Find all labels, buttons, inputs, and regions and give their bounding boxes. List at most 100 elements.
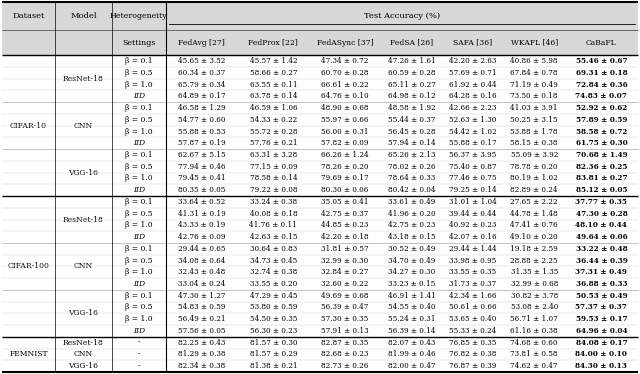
Text: 81.29 ± 0.38: 81.29 ± 0.38 [178,350,225,358]
Text: β = 1.0: β = 1.0 [125,174,153,183]
Text: 41.03 ± 3.91: 41.03 ± 3.91 [511,104,558,112]
Text: β = 0.1: β = 0.1 [125,151,153,159]
Text: 30.82 ± 3.78: 30.82 ± 3.78 [511,292,558,300]
Text: 57.91 ± 0.13: 57.91 ± 0.13 [321,327,369,335]
Text: 58.15 ± 0.38: 58.15 ± 0.38 [511,139,558,147]
Text: 54.33 ± 0.22: 54.33 ± 0.22 [250,116,297,124]
Text: 35.05 ± 0.41: 35.05 ± 0.41 [321,198,369,206]
Text: 57.82 ± 0.09: 57.82 ± 0.09 [321,139,369,147]
Text: 74.68 ± 0.60: 74.68 ± 0.60 [511,339,558,347]
Text: 52.92 ± 0.62: 52.92 ± 0.62 [576,104,627,112]
Text: VGG-16: VGG-16 [68,362,99,370]
Text: 56.37 ± 3.95: 56.37 ± 3.95 [449,151,497,159]
Text: 34.27 ± 0.30: 34.27 ± 0.30 [388,268,435,276]
Text: 66.61 ± 0.22: 66.61 ± 0.22 [321,81,369,89]
Text: SAFA [36]: SAFA [36] [453,39,492,46]
Text: 78.26 ± 0.20: 78.26 ± 0.20 [321,163,369,171]
Text: 32.84 ± 0.27: 32.84 ± 0.27 [321,268,369,276]
Text: 57.37 ± 0.37: 57.37 ± 0.37 [575,303,627,312]
Text: 66.26 ± 1.24: 66.26 ± 1.24 [321,151,369,159]
Text: 19.18 ± 2.59: 19.18 ± 2.59 [510,245,558,253]
Text: 80.19 ± 1.02: 80.19 ± 1.02 [510,174,558,183]
Text: β = 0.1: β = 0.1 [125,57,153,65]
Text: 57.56 ± 0.05: 57.56 ± 0.05 [178,327,225,335]
Text: IID: IID [133,186,145,194]
Text: IID: IID [133,280,145,288]
Text: 55.46 ± 0.67: 55.46 ± 0.67 [575,57,627,65]
Text: β = 1.0: β = 1.0 [125,128,153,135]
Text: 56.45 ± 0.28: 56.45 ± 0.28 [388,128,435,135]
Text: 48.90 ± 0.68: 48.90 ± 0.68 [321,104,369,112]
Text: 42.20 ± 2.63: 42.20 ± 2.63 [449,57,497,65]
Text: 85.12 ± 0.05: 85.12 ± 0.05 [575,186,627,194]
Text: CIFAR-100: CIFAR-100 [8,263,49,270]
Text: 76.87 ± 0.39: 76.87 ± 0.39 [449,362,497,370]
Text: 53.80 ± 0.59: 53.80 ± 0.59 [250,303,297,312]
Text: 79.45 ± 0.41: 79.45 ± 0.41 [178,174,225,183]
Text: 42.07 ± 0.16: 42.07 ± 0.16 [449,233,497,241]
Text: ResNet-18: ResNet-18 [63,339,104,347]
Text: 78.64 ± 0.33: 78.64 ± 0.33 [388,174,435,183]
Text: 81.99 ± 0.46: 81.99 ± 0.46 [388,350,435,358]
Text: VGG-16: VGG-16 [68,309,99,318]
Text: 41.31 ± 0.19: 41.31 ± 0.19 [178,210,225,218]
Text: 40.08 ± 0.18: 40.08 ± 0.18 [250,210,297,218]
Text: 57.87 ± 0.19: 57.87 ± 0.19 [178,139,225,147]
Text: FEMNIST: FEMNIST [9,350,48,358]
Text: VGG-16: VGG-16 [68,169,99,177]
Text: 82.68 ± 0.23: 82.68 ± 0.23 [321,350,369,358]
Text: 57.30 ± 0.35: 57.30 ± 0.35 [321,315,369,323]
Text: 81.57 ± 0.29: 81.57 ± 0.29 [250,350,297,358]
Text: 33.55 ± 0.35: 33.55 ± 0.35 [449,268,497,276]
Text: 84.30 ± 0.13: 84.30 ± 0.13 [575,362,627,370]
Text: -: - [138,362,140,370]
Text: 45.57 ± 1.42: 45.57 ± 1.42 [250,57,297,65]
Text: 54.50 ± 0.35: 54.50 ± 0.35 [250,315,297,323]
Text: 72.84 ± 0.36: 72.84 ± 0.36 [575,81,627,89]
Text: 53.88 ± 1.78: 53.88 ± 1.78 [511,128,558,135]
Text: 50.61 ± 0.66: 50.61 ± 0.66 [449,303,497,312]
Text: 55.09 ± 3.92: 55.09 ± 3.92 [511,151,558,159]
Text: β = 1.0: β = 1.0 [125,315,153,323]
Text: 82.25 ± 0.43: 82.25 ± 0.43 [178,339,225,347]
Text: 75.40 ± 0.87: 75.40 ± 0.87 [449,163,497,171]
Text: 30.64 ± 0.83: 30.64 ± 0.83 [250,245,297,253]
Text: 57.89 ± 0.59: 57.89 ± 0.59 [576,116,627,124]
Text: 44.78 ± 1.48: 44.78 ± 1.48 [510,210,558,218]
Text: 80.30 ± 0.06: 80.30 ± 0.06 [321,186,369,194]
Text: 65.11 ± 0.27: 65.11 ± 0.27 [388,81,435,89]
Text: 81.57 ± 0.30: 81.57 ± 0.30 [250,339,297,347]
Text: IID: IID [133,327,145,335]
Text: 53.65 ± 0.40: 53.65 ± 0.40 [449,315,497,323]
Text: 79.69 ± 0.17: 79.69 ± 0.17 [321,174,369,183]
Text: 61.92 ± 0.44: 61.92 ± 0.44 [449,81,497,89]
Text: 78.02 ± 0.26: 78.02 ± 0.26 [388,163,435,171]
Text: 82.00 ± 0.47: 82.00 ± 0.47 [388,362,435,370]
Text: 80.35 ± 0.05: 80.35 ± 0.05 [178,186,225,194]
Text: β = 0.5: β = 0.5 [125,303,153,312]
Text: 42.63 ± 0.15: 42.63 ± 0.15 [250,233,297,241]
Text: FedAvg [27]: FedAvg [27] [178,39,225,46]
Text: 42.75 ± 0.23: 42.75 ± 0.23 [388,221,435,229]
Text: β = 0.5: β = 0.5 [125,116,153,124]
Text: β = 1.0: β = 1.0 [125,81,153,89]
Text: 48.58 ± 1.92: 48.58 ± 1.92 [388,104,435,112]
Text: 34.70 ± 0.49: 34.70 ± 0.49 [388,257,435,264]
Text: Heterogeneity: Heterogeneity [110,12,168,20]
Text: 84.00 ± 0.10: 84.00 ± 0.10 [575,350,627,358]
Text: FedProx [22]: FedProx [22] [248,39,298,46]
Text: 32.74 ± 0.38: 32.74 ± 0.38 [250,268,297,276]
Text: 58.58 ± 0.72: 58.58 ± 0.72 [576,128,627,135]
Text: 78.78 ± 0.20: 78.78 ± 0.20 [511,163,558,171]
Text: 33.55 ± 0.20: 33.55 ± 0.20 [250,280,297,288]
Text: 47.41 ± 0.76: 47.41 ± 0.76 [510,221,558,229]
Text: 54.77 ± 0.60: 54.77 ± 0.60 [178,116,225,124]
Text: 34.73 ± 0.45: 34.73 ± 0.45 [250,257,297,264]
Text: 42.66 ± 2.23: 42.66 ± 2.23 [449,104,497,112]
Text: 55.88 ± 0.53: 55.88 ± 0.53 [178,128,225,135]
Text: 55.44 ± 0.37: 55.44 ± 0.37 [388,116,435,124]
Text: FedASync [37]: FedASync [37] [317,39,373,46]
Text: 49.10 ± 0.20: 49.10 ± 0.20 [510,233,558,241]
Text: 33.22 ± 0.48: 33.22 ± 0.48 [575,245,627,253]
Text: 40.86 ± 5.98: 40.86 ± 5.98 [511,57,558,65]
